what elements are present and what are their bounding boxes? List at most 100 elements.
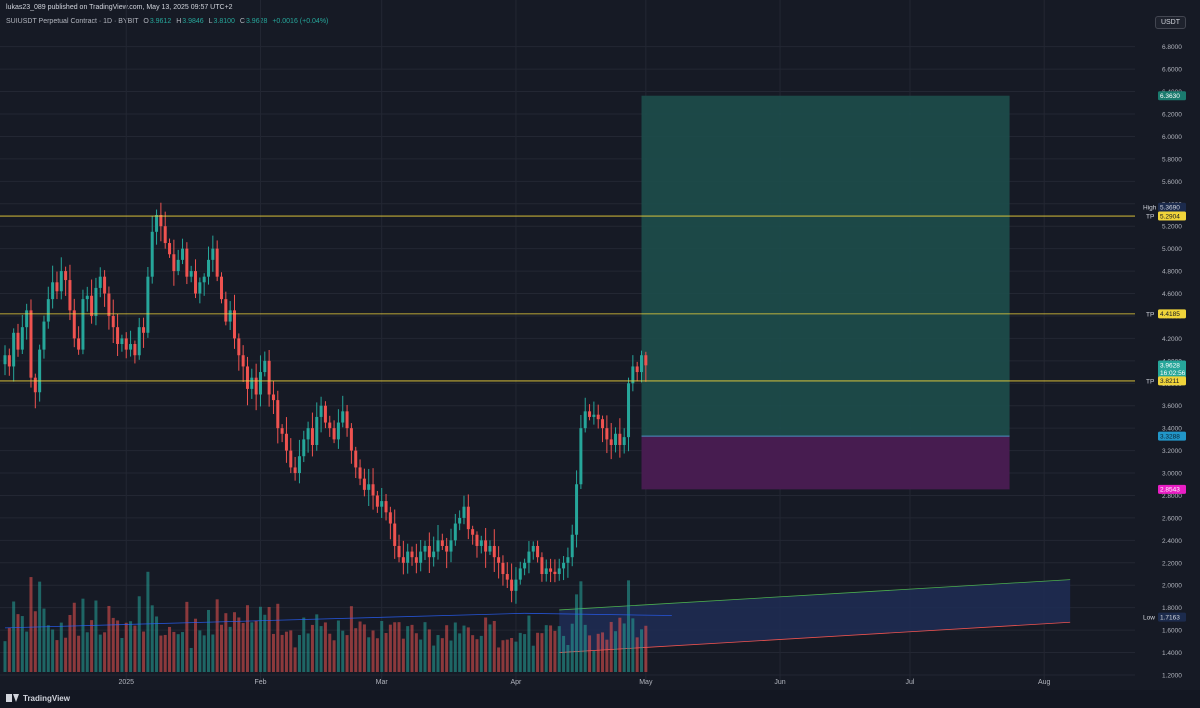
volume-bar [280, 634, 284, 672]
volume-bar [267, 607, 271, 672]
candle [111, 315, 115, 328]
volume-bar [553, 630, 557, 672]
candle [475, 534, 479, 546]
volume-bar [544, 625, 548, 672]
candle [536, 545, 540, 558]
candle [492, 545, 496, 558]
price-tick: 5.2000 [1162, 224, 1182, 231]
candle [159, 214, 163, 227]
candle [549, 568, 553, 572]
tradingview-logo: TradingView [6, 694, 70, 703]
candle [142, 327, 146, 333]
candle [479, 540, 483, 546]
ohlc-high-value: 3.9846 [182, 18, 204, 25]
candle [527, 551, 531, 563]
candle [207, 259, 211, 277]
target-zone [641, 95, 1010, 437]
candle [55, 282, 59, 292]
price-tick: 5.8000 [1162, 156, 1182, 163]
ohlc-close-value: 3.9628 [245, 18, 268, 25]
volume-ma [524, 612, 672, 616]
candle [349, 428, 353, 451]
volume-bar [393, 622, 397, 672]
candle [258, 372, 262, 395]
candle [380, 501, 384, 507]
candle [51, 282, 55, 300]
candle [618, 433, 622, 445]
volume-bar [81, 598, 85, 672]
last-price: 3.9628 [1160, 362, 1180, 369]
volume-bar [475, 639, 479, 672]
price-tick: 1.8000 [1162, 605, 1182, 612]
candle [64, 271, 68, 281]
volume-bar [527, 615, 531, 672]
volume-bar [116, 620, 120, 672]
volume-bar [462, 625, 466, 672]
candle [514, 579, 518, 591]
channel-upper [559, 579, 1071, 611]
candle [523, 562, 527, 569]
volume-bar [384, 633, 388, 672]
volume-bar [276, 603, 280, 672]
volume-bar [310, 624, 314, 672]
tp3-price: 3.8211 [1160, 378, 1180, 385]
volume-bar [536, 632, 540, 672]
volume-bar [583, 624, 587, 672]
tp-levels[interactable]: TP TP TP [0, 214, 1154, 386]
candle [393, 523, 397, 546]
volume-bar [142, 631, 146, 672]
volume-bar [120, 637, 124, 672]
time-tick: Jul [905, 679, 914, 686]
tp1-price: 5.2904 [1160, 213, 1180, 220]
volume-bar [237, 617, 241, 672]
candle [267, 360, 271, 395]
candle [410, 551, 414, 558]
candle [388, 512, 392, 524]
symbol-title[interactable]: SUIUSDT Perpetual Contract · 1D · BYBIT [6, 18, 139, 25]
volume-bar [388, 624, 392, 672]
channel-fill [559, 579, 1071, 653]
candle [466, 506, 470, 530]
candle [129, 344, 133, 350]
volume-bar [601, 632, 605, 672]
price-tick: 4.2000 [1162, 336, 1182, 343]
candle [540, 557, 544, 575]
position-tool[interactable] [641, 95, 1010, 490]
volume-bar [566, 645, 570, 672]
volume-bar [232, 612, 236, 672]
volume-bar [111, 617, 115, 672]
symbol-legend: SUIUSDT Perpetual Contract · 1D · BYBIT … [6, 18, 328, 25]
volume-bar [155, 616, 159, 672]
candle [640, 355, 644, 373]
stop-price: 2.8543 [1160, 487, 1180, 494]
volume-bar [137, 596, 141, 672]
last-price-bg [1158, 360, 1186, 378]
volume-bar [7, 627, 11, 672]
volume-bar [215, 599, 219, 672]
candle [46, 299, 50, 322]
volume-ma [4, 612, 525, 629]
volume-bar [284, 631, 288, 672]
volume-bar [332, 640, 336, 672]
volume-bar [172, 631, 176, 672]
volume-bar [46, 625, 50, 672]
volume-bar [207, 609, 211, 672]
volume-bar [635, 637, 639, 672]
volume-bar [150, 605, 154, 672]
volume-bar [51, 629, 55, 672]
time-axis[interactable]: 2025 Feb Mar Apr May Jun Jul Aug [118, 679, 1050, 686]
last-price-countdown: 16:02:56 [1160, 370, 1186, 377]
volume-bar [185, 601, 189, 672]
stop-zone [641, 436, 1010, 490]
candle [419, 551, 423, 563]
candle [557, 568, 561, 575]
target-price: 6.3630 [1160, 93, 1180, 100]
volume-bar [68, 614, 72, 672]
candle [601, 419, 605, 429]
candle [436, 540, 440, 552]
volume-bar [42, 608, 46, 672]
candle [423, 545, 427, 552]
currency-selector[interactable]: USDT [1154, 16, 1186, 29]
volume-bar [12, 601, 16, 672]
